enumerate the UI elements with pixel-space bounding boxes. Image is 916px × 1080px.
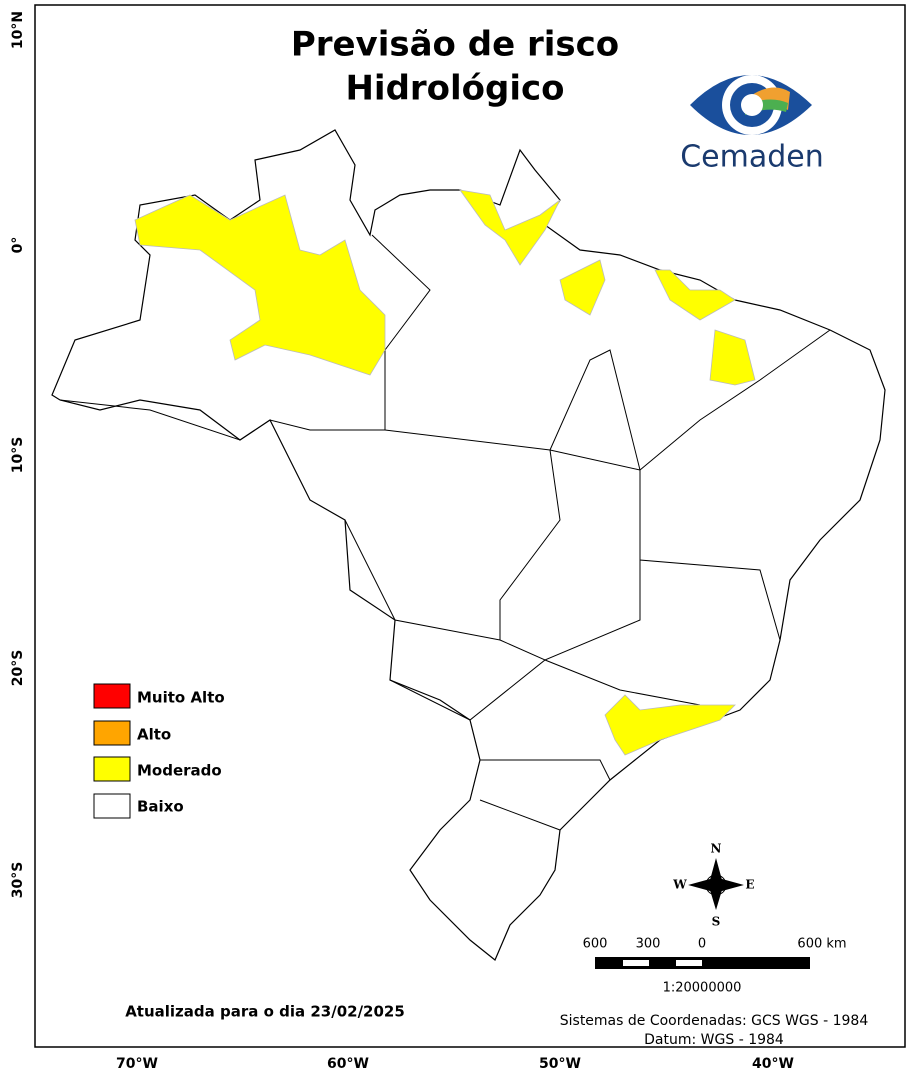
lat-label: 10°N — [10, 11, 26, 49]
lon-labels: 70°W 60°W 50°W 40°W — [116, 1056, 794, 1072]
lon-label: 40°W — [752, 1056, 794, 1072]
state-borders — [59, 234, 831, 831]
map-shape — [371, 234, 431, 430]
lat-label: 0° — [10, 237, 26, 254]
lon-label: 60°W — [327, 1056, 369, 1072]
legend-label: Alto — [137, 726, 171, 744]
legend-swatch — [93, 756, 131, 782]
map-shape — [688, 878, 744, 892]
map-shape — [654, 269, 736, 321]
legend-label: Muito Alto — [137, 689, 225, 707]
lat-label: 30°S — [10, 862, 26, 899]
map-shape — [344, 519, 501, 641]
lon-label: 50°W — [539, 1056, 581, 1072]
map-shape — [709, 329, 756, 386]
legend-swatch — [93, 793, 131, 819]
legend-label: Moderado — [137, 762, 222, 780]
map-shape — [710, 858, 722, 910]
map-shape — [559, 259, 606, 316]
map-shape — [134, 194, 386, 376]
compass-w: W — [672, 878, 687, 892]
lon-label: 70°W — [116, 1056, 158, 1072]
datum-note: Datum: WGS - 1984 — [644, 1032, 784, 1048]
lat-label: 10°S — [10, 437, 26, 474]
legend-swatch — [93, 720, 131, 746]
map-shape — [741, 94, 763, 116]
map-shape — [639, 329, 831, 471]
compass: N S E W — [672, 842, 754, 929]
logo: Cemaden — [680, 75, 824, 175]
title: Previsão de risco — [291, 25, 619, 65]
legend: Muito Alto Alto Moderado Baixo — [93, 683, 225, 819]
lat-label: 20°S — [10, 650, 26, 687]
map-shape — [623, 960, 649, 966]
crs-note: Sistemas de Coordenadas: GCS WGS - 1984 — [560, 1013, 869, 1029]
scale-label: 600 km — [797, 937, 846, 952]
map-shape — [459, 189, 561, 266]
map-shape — [480, 759, 611, 781]
compass-e: E — [745, 878, 754, 892]
scale-ratio: 1:20000000 — [663, 981, 742, 996]
logo-text: Cemaden — [680, 140, 824, 175]
map-shape — [59, 399, 641, 471]
map-shape — [604, 694, 736, 756]
date-note: Atualizada para o dia 23/02/2025 — [125, 1003, 405, 1021]
lat-labels: 10°N 0° 10°S 20°S 30°S — [10, 11, 26, 898]
scale-label: 0 — [698, 937, 706, 952]
map-shape — [389, 659, 701, 721]
brazil-map — [51, 129, 886, 961]
scale-label: 600 — [583, 937, 608, 952]
scale-bar: 600 300 0 600 km 1:20000000 — [583, 937, 847, 996]
moderate-areas — [134, 189, 756, 756]
legend-label: Baixo — [137, 798, 184, 816]
map-shape — [705, 874, 727, 896]
compass-s: S — [712, 915, 721, 929]
scale-label: 300 — [636, 937, 661, 952]
map-shape — [676, 960, 702, 966]
title: Hidrológico — [345, 69, 564, 109]
map-shape — [479, 799, 561, 831]
legend-swatch — [93, 683, 131, 709]
compass-n: N — [711, 842, 722, 856]
